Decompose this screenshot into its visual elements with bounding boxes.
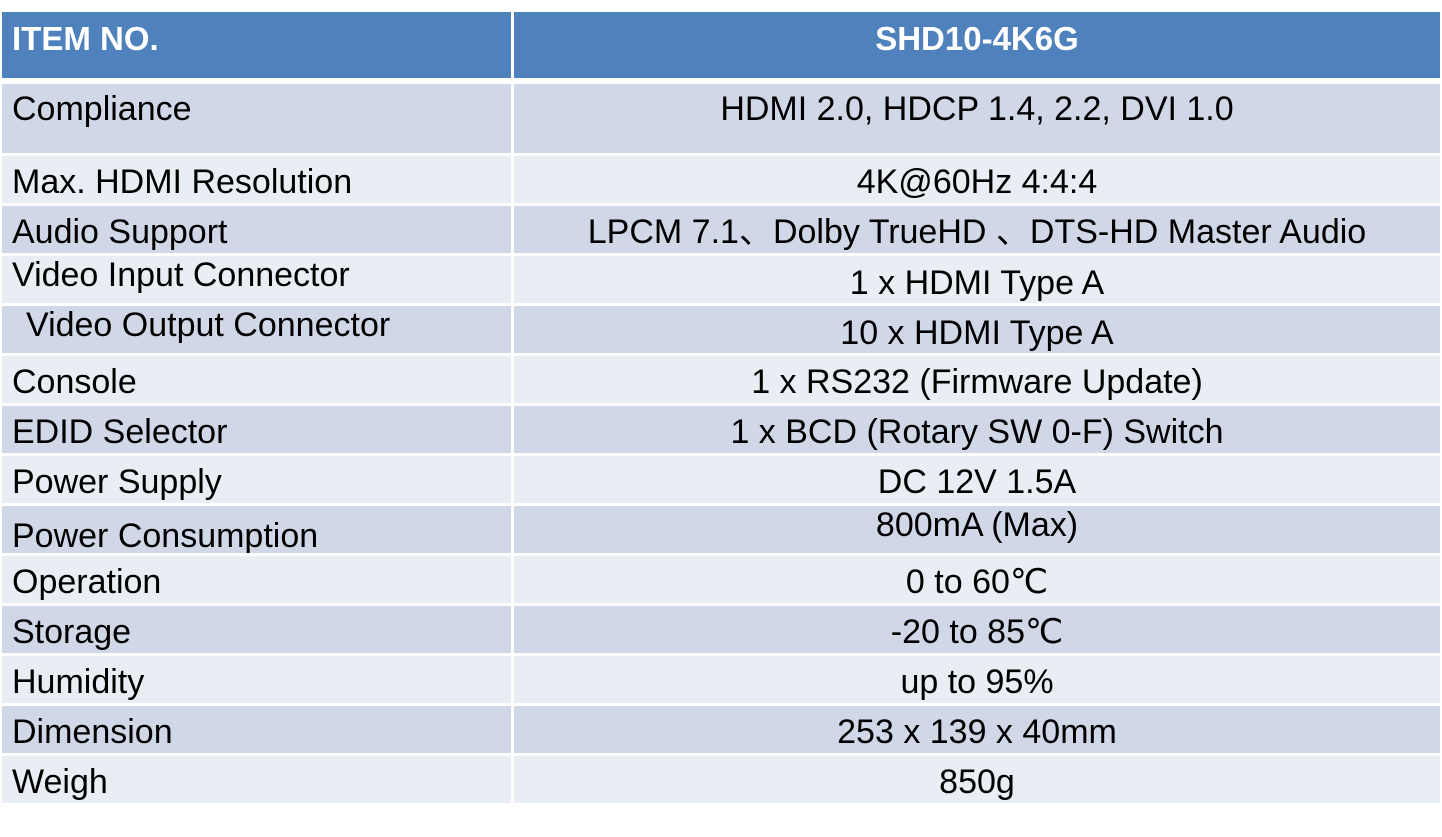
row-label: Video Input Connector bbox=[2, 256, 514, 303]
table-row: Audio Support LPCM 7.1、Dolby TrueHD 、DTS… bbox=[2, 206, 1440, 256]
row-label: Power Consumption bbox=[2, 506, 514, 553]
table-header-row: ITEM NO. SHD10-4K6G bbox=[2, 12, 1440, 84]
table-row: Weigh 850g bbox=[2, 756, 1440, 806]
spec-table: ITEM NO. SHD10-4K6G Compliance HDMI 2.0,… bbox=[2, 12, 1440, 806]
row-label: Operation bbox=[2, 556, 514, 603]
row-label: Storage bbox=[2, 606, 514, 653]
row-label: Weigh bbox=[2, 756, 514, 803]
row-value: LPCM 7.1、Dolby TrueHD 、DTS-HD Master Aud… bbox=[514, 206, 1440, 253]
row-label: EDID Selector bbox=[2, 406, 514, 453]
table-row: Operation 0 to 60℃ bbox=[2, 556, 1440, 606]
row-label: Video Output Connector bbox=[2, 306, 514, 353]
header-item-label: ITEM NO. bbox=[2, 12, 514, 78]
row-label: Humidity bbox=[2, 656, 514, 703]
table-row: Humidity up to 95% bbox=[2, 656, 1440, 706]
row-label: Max. HDMI Resolution bbox=[2, 156, 514, 203]
row-label: Console bbox=[2, 356, 514, 403]
table-row: Dimension 253 x 139 x 40mm bbox=[2, 706, 1440, 756]
row-value: DC 12V 1.5A bbox=[514, 456, 1440, 503]
table-row: Power Supply DC 12V 1.5A bbox=[2, 456, 1440, 506]
table-row: Video Output Connector 10 x HDMI Type A bbox=[2, 306, 1440, 356]
row-value: 850g bbox=[514, 756, 1440, 803]
table-row: Max. HDMI Resolution 4K@60Hz 4:4:4 bbox=[2, 156, 1440, 206]
row-label: Audio Support bbox=[2, 206, 514, 253]
row-value: 1 x HDMI Type A bbox=[514, 256, 1440, 303]
table-row: Storage -20 to 85℃ bbox=[2, 606, 1440, 656]
row-value: 4K@60Hz 4:4:4 bbox=[514, 156, 1440, 203]
row-value: 0 to 60℃ bbox=[514, 556, 1440, 603]
table-row: Power Consumption 800mA (Max) bbox=[2, 506, 1440, 556]
row-value: 800mA (Max) bbox=[514, 506, 1440, 553]
row-value: 253 x 139 x 40mm bbox=[514, 706, 1440, 753]
table-row: EDID Selector 1 x BCD (Rotary SW 0-F) Sw… bbox=[2, 406, 1440, 456]
row-label: Dimension bbox=[2, 706, 514, 753]
row-value: 1 x BCD (Rotary SW 0-F) Switch bbox=[514, 406, 1440, 453]
table-row: Video Input Connector 1 x HDMI Type A bbox=[2, 256, 1440, 306]
row-value: -20 to 85℃ bbox=[514, 606, 1440, 653]
row-value: 1 x RS232 (Firmware Update) bbox=[514, 356, 1440, 403]
row-value: up to 95% bbox=[514, 656, 1440, 703]
header-model: SHD10-4K6G bbox=[514, 12, 1440, 78]
row-label: Power Supply bbox=[2, 456, 514, 503]
row-label: Compliance bbox=[2, 84, 514, 153]
row-value: 10 x HDMI Type A bbox=[514, 306, 1440, 353]
table-row: Compliance HDMI 2.0, HDCP 1.4, 2.2, DVI … bbox=[2, 84, 1440, 156]
table-row: Console 1 x RS232 (Firmware Update) bbox=[2, 356, 1440, 406]
row-value: HDMI 2.0, HDCP 1.4, 2.2, DVI 1.0 bbox=[514, 84, 1440, 153]
